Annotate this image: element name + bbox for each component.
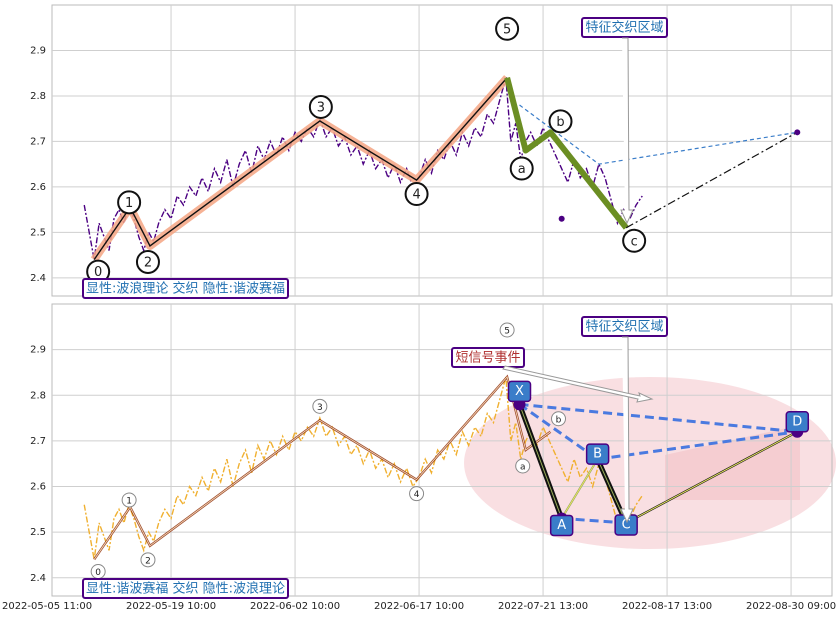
annotation-text: 显性:波浪理论 交织 隐性:谐波赛福 xyxy=(86,281,285,297)
harmonic-leg-inner xyxy=(597,458,627,524)
price-line xyxy=(83,77,643,260)
wave-label: 5 xyxy=(504,327,510,337)
x-tick-label: 2022-08-17 13:00 xyxy=(622,601,712,612)
plot-area xyxy=(51,4,833,297)
harmonic-label: A xyxy=(557,518,566,533)
harmonic-dashed-leg xyxy=(597,430,798,461)
annotation-text: 特征交织区域 xyxy=(585,319,663,335)
plot-area xyxy=(51,303,833,597)
harmonic-label: C xyxy=(622,518,631,533)
wave-label: a xyxy=(518,162,526,177)
wave-label: c xyxy=(631,234,638,249)
annotation-text: 特征交织区域 xyxy=(585,20,663,36)
harmonic-leg-inner xyxy=(519,404,563,519)
wave-label-circle xyxy=(495,16,520,41)
event-arrow xyxy=(502,365,654,403)
x-tick-label: 2022-05-19 10:00 xyxy=(126,601,216,612)
projection-line xyxy=(519,104,798,165)
harmonic-dashed-leg xyxy=(561,516,627,525)
harmonic-label-box xyxy=(585,443,610,465)
price-line xyxy=(83,376,643,560)
wave-label-circle xyxy=(135,249,160,274)
wave-label-circle xyxy=(404,182,429,207)
annotation-box xyxy=(82,578,289,599)
wave-label: 4 xyxy=(414,490,420,500)
annotation-box xyxy=(581,17,668,38)
harmonic-dashed-leg xyxy=(519,402,798,434)
wave-label-circle xyxy=(140,552,156,568)
y-tick-label: 2.9 xyxy=(30,345,46,356)
region-arrow xyxy=(620,336,634,524)
impulse-wave xyxy=(93,77,508,261)
wave-label-circle xyxy=(548,109,573,134)
x-tick-label: 2022-06-17 10:00 xyxy=(374,601,464,612)
y-tick-label: 2.6 xyxy=(30,482,46,493)
y-tick-label: 2.7 xyxy=(30,436,46,447)
wave-label: 5 xyxy=(503,22,511,37)
wave-label: 1 xyxy=(125,196,133,211)
x-tick-label: 2022-08-30 09:00 xyxy=(746,601,836,612)
wave-label-circle xyxy=(622,228,647,253)
annotation-text: 显性:谐波赛福 交织 隐性:波浪理论 xyxy=(86,581,285,597)
harmonic-leg-inner xyxy=(625,431,798,524)
harmonic-label-box xyxy=(507,380,532,403)
pivot-point xyxy=(794,129,801,136)
wave-label-circle xyxy=(509,156,534,181)
wave-label: 3 xyxy=(317,100,325,115)
annotation-text: 短信号事件 xyxy=(455,351,520,366)
wave-label: a xyxy=(520,463,526,473)
wave-label-circle xyxy=(409,486,425,502)
wave-label: 0 xyxy=(94,265,102,280)
x-tick-label: 2022-06-02 10:00 xyxy=(250,601,340,612)
y-tick-label: 2.6 xyxy=(30,182,46,193)
wave-label: 4 xyxy=(412,188,420,203)
pattern-zone-core xyxy=(665,425,800,500)
y-tick-label: 2.4 xyxy=(30,273,46,284)
harmonic-label: X xyxy=(515,384,524,399)
wave-label-circle xyxy=(308,94,333,119)
harmonic-label-box xyxy=(549,514,574,537)
harmonic-label: D xyxy=(792,414,802,429)
y-tick-label: 2.8 xyxy=(30,390,46,401)
wave-label-circle xyxy=(499,322,515,338)
wave-label-circle xyxy=(117,190,142,215)
y-tick-label: 2.4 xyxy=(30,573,46,584)
wave-label: 2 xyxy=(144,255,152,270)
wave-label: b xyxy=(556,415,562,425)
y-tick-label: 2.5 xyxy=(30,227,46,238)
y-tick-label: 2.9 xyxy=(30,45,46,56)
pivot-point xyxy=(558,215,565,222)
wave-label-circle xyxy=(551,411,567,427)
wave-label-circle xyxy=(515,458,531,474)
correction-wave xyxy=(504,77,629,230)
annotation-box xyxy=(581,316,668,337)
wave-label-circle xyxy=(312,398,328,414)
extension-line xyxy=(625,131,798,229)
x-tick-label: 2022-07-21 13:00 xyxy=(498,601,588,612)
harmonic-label: B xyxy=(593,447,602,462)
wave-line xyxy=(93,376,551,560)
wave-label: 2 xyxy=(145,556,151,566)
wave-label: 0 xyxy=(95,568,101,578)
region-arrow xyxy=(620,37,634,225)
annotation-box xyxy=(82,278,289,299)
wave-label: 1 xyxy=(126,497,132,507)
wave-label-circle xyxy=(121,492,137,508)
y-tick-label: 2.7 xyxy=(30,136,46,147)
x-tick-label: 2022-05-05 11:00 xyxy=(2,601,92,612)
y-tick-label: 2.8 xyxy=(30,91,46,102)
wave-label: 3 xyxy=(317,403,323,413)
harmonic-label-box xyxy=(785,411,810,433)
y-tick-label: 2.5 xyxy=(30,527,46,538)
wave-label: b xyxy=(556,115,564,130)
harmonic-leg-inner xyxy=(561,458,599,519)
annotation-box xyxy=(451,347,525,368)
harmonic-dashed-leg xyxy=(518,403,599,461)
